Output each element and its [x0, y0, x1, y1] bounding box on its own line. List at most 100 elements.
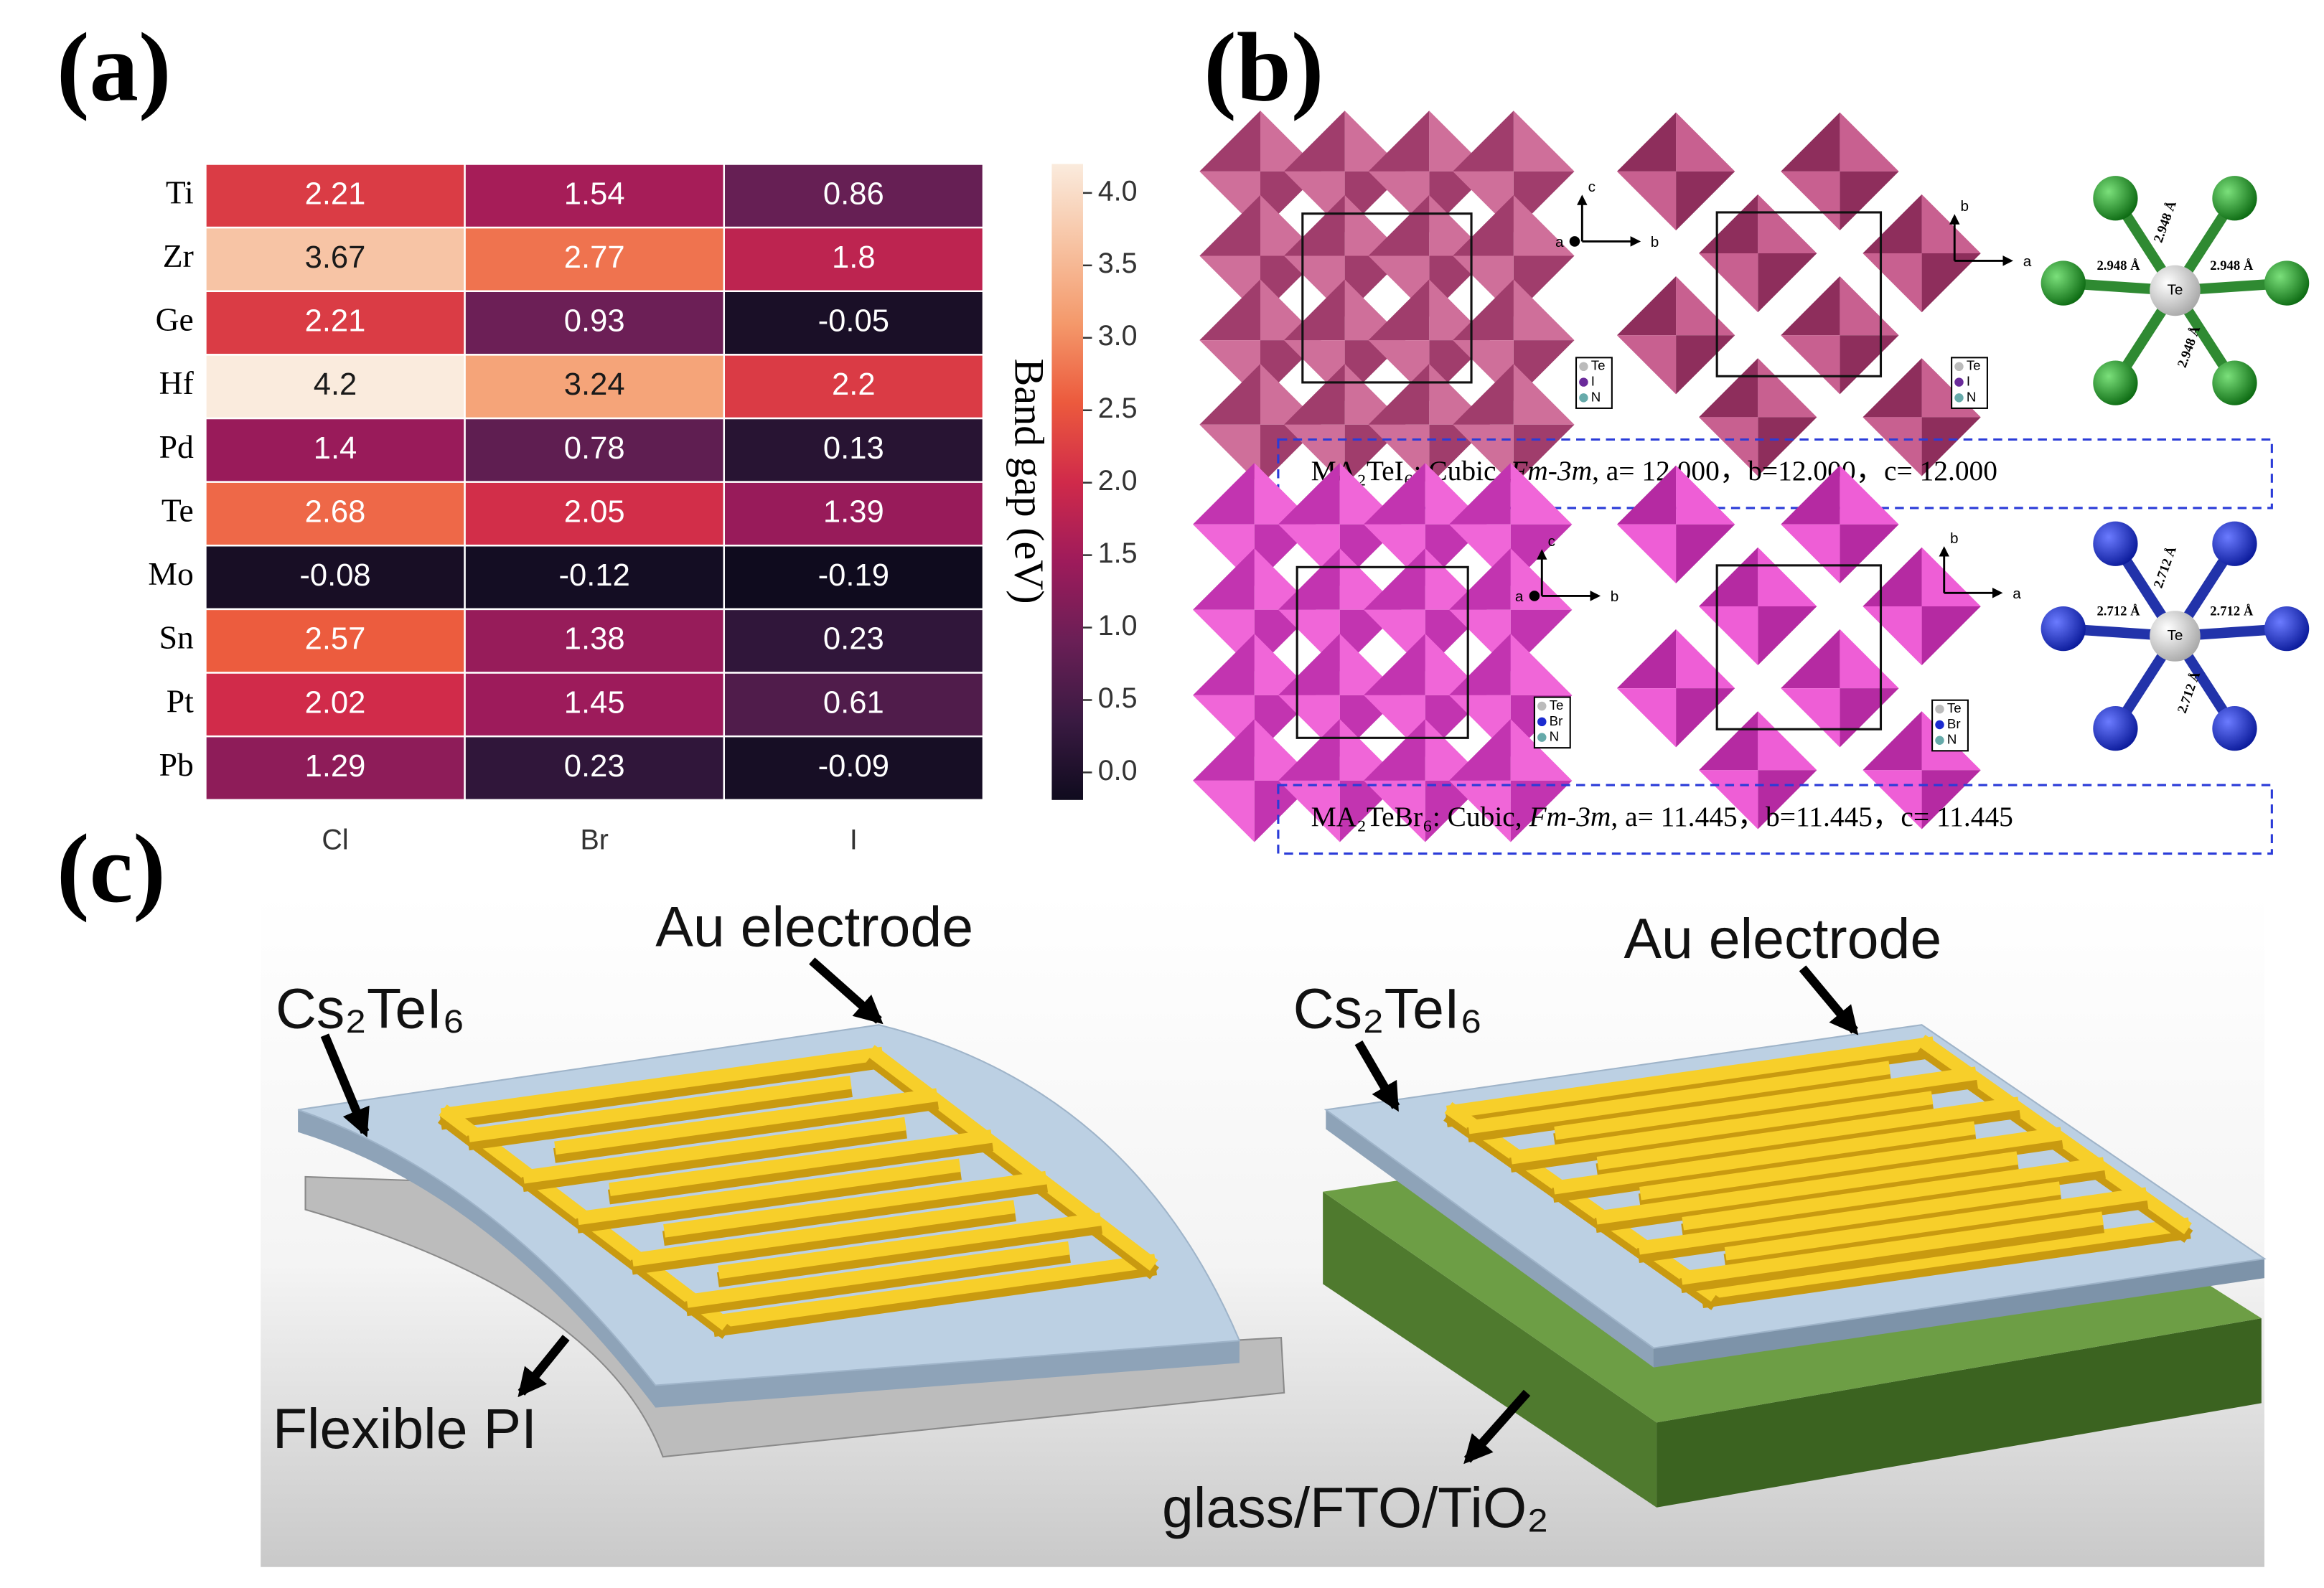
octahedron-face — [1453, 424, 1514, 486]
electrode — [1702, 1217, 2191, 1300]
pointer-arrow — [809, 957, 884, 1025]
octahedron-face — [1199, 279, 1260, 341]
octahedron-face — [1368, 194, 1430, 256]
electrode-side — [1445, 1043, 1936, 1127]
octahedron-face — [1254, 695, 1316, 757]
cell-label: 2.57 — [305, 622, 366, 657]
legend-dot — [1537, 717, 1547, 727]
electrode-side — [662, 1178, 1049, 1246]
cell-label: -0.19 — [818, 558, 889, 593]
octahedron-face — [1758, 547, 1817, 606]
electrode-side — [630, 1206, 1016, 1275]
pointer-arrow — [1799, 965, 1859, 1035]
cell-label: 2.02 — [305, 685, 366, 720]
octahedron-face — [1453, 364, 1514, 425]
octahedron-face — [1699, 194, 1758, 254]
electrode — [1552, 1121, 1976, 1195]
cell-label: 3.67 — [305, 240, 366, 275]
octahedron-face — [1781, 629, 1840, 689]
atom — [2212, 706, 2257, 751]
row-label: Hf — [159, 365, 195, 401]
heatmap-cell — [205, 672, 466, 738]
octahedron-face — [1193, 780, 1255, 842]
octahedron-face — [1368, 340, 1430, 401]
electrode-side — [712, 1260, 1158, 1338]
octahedron-face — [1781, 171, 1840, 231]
axis-label: b — [1651, 234, 1659, 250]
electrode-side — [521, 1123, 907, 1193]
caption-box — [1277, 438, 2273, 509]
electrode-side — [1596, 1103, 2021, 1179]
heatmap-cell — [464, 417, 726, 483]
cell-label: -0.09 — [818, 749, 889, 784]
octahedron-face — [1676, 688, 1735, 748]
octahedron-face — [1193, 463, 1255, 525]
octahedron-face — [1781, 524, 1840, 584]
octahedron-face — [1254, 719, 1316, 781]
octahedron-face — [1510, 780, 1573, 842]
octahedron-face — [1840, 276, 1899, 336]
cell-label: -0.05 — [818, 304, 889, 339]
octahedron-face — [1513, 194, 1575, 256]
octahedron-face — [1781, 112, 1840, 172]
octahedron-face — [1699, 547, 1758, 606]
heatmap-cell — [723, 735, 985, 802]
octahedron-face — [1840, 524, 1899, 584]
electrode — [440, 1046, 884, 1122]
legend-dot — [1579, 362, 1588, 372]
bond-length: 2.948 Å — [2096, 258, 2140, 273]
electrode — [718, 1212, 1102, 1279]
electrode-side — [1553, 1073, 1978, 1149]
octahedron-face — [1863, 358, 1922, 418]
bond-length: 2.712 Å — [2151, 544, 2180, 590]
octahedron-face — [1513, 364, 1575, 425]
cell-label: -0.08 — [299, 558, 370, 593]
octahedron-face — [1513, 424, 1575, 486]
atom-center — [2150, 265, 2201, 316]
octahedron-face — [1513, 171, 1575, 232]
colorbar — [1051, 164, 1083, 800]
octahedron-face — [1278, 634, 1340, 695]
octahedron-face — [1699, 711, 1758, 771]
electrode — [1596, 1096, 2020, 1170]
device-label: Au electrode — [1623, 907, 1941, 970]
electrode — [713, 1254, 1156, 1329]
octahedron-face — [1781, 335, 1840, 395]
electrode-side — [1594, 1157, 2020, 1234]
octahedron-face — [1368, 171, 1430, 232]
unit-cell — [1715, 211, 1883, 377]
device-label: glass/FTO/TiO₂ — [1162, 1476, 1549, 1539]
octahedron-face — [1758, 711, 1817, 771]
column-label: I — [850, 824, 858, 855]
cell-label: 0.23 — [564, 749, 625, 784]
legend-dot — [1537, 733, 1547, 742]
octahedron-face — [1840, 335, 1899, 395]
octahedron-face — [1699, 606, 1758, 666]
caption-part: Fm-3m — [1529, 801, 1611, 832]
octahedron-face — [1453, 255, 1514, 317]
octahedron-face — [1676, 276, 1735, 336]
axis-label: b — [1961, 198, 1969, 215]
octahedron-face — [1254, 463, 1316, 525]
octahedron-face — [1339, 719, 1402, 781]
panel-label: (b) — [1204, 13, 1323, 122]
heatmap-cell — [205, 354, 466, 420]
substrate-front — [1657, 1318, 2262, 1508]
octahedron-face — [1449, 780, 1511, 842]
octahedron-face — [1278, 719, 1340, 781]
row-label: Pd — [159, 428, 194, 465]
octahedron-face — [1510, 634, 1573, 695]
axis-label: a — [1555, 234, 1564, 250]
electrode — [554, 1088, 938, 1155]
cell-label: 2.05 — [564, 494, 625, 529]
axis-label: b — [1950, 530, 1959, 547]
cell-label: 0.23 — [823, 622, 884, 657]
electrode — [685, 1241, 1070, 1308]
crystal-structure — [1199, 111, 1575, 486]
legend-label: I — [1591, 374, 1595, 389]
heatmap-cell — [464, 481, 726, 547]
cell-label: 0.13 — [823, 431, 884, 466]
octahedron-face — [1453, 279, 1514, 341]
octahedron-face — [1453, 340, 1514, 401]
octahedron-face — [1863, 253, 1922, 313]
